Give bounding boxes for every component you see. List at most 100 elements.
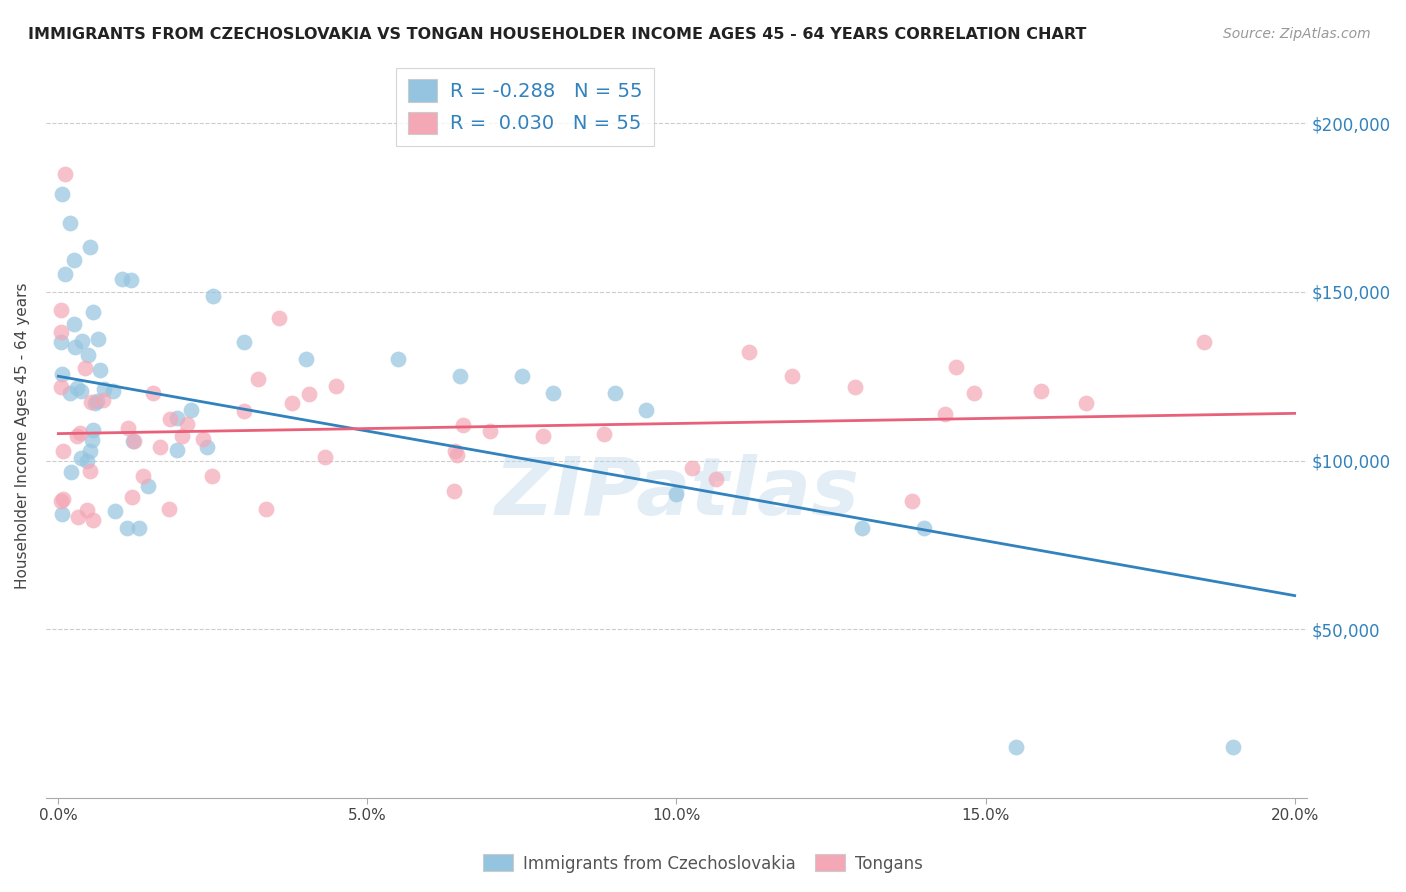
Point (780, 368, 803, 383)
Point (55, 267, 77, 281)
Point (111, 271, 134, 285)
Point (281, 396, 304, 410)
Point (665, 487, 688, 501)
Point (681, 461, 703, 475)
Legend: R = -0.288   N = 55, R =  0.030   N = 55: R = -0.288 N = 55, R = 0.030 N = 55 (396, 68, 654, 145)
Point (121, 491, 143, 505)
Point (195, 440, 218, 454)
Point (1076, 396, 1098, 410)
Point (89, 362, 111, 376)
Point (70, 384, 93, 399)
Point (51, 494, 73, 508)
Point (298, 387, 321, 401)
Text: ZIPatlas: ZIPatlas (494, 454, 859, 533)
Point (122, 434, 145, 449)
Point (91, 392, 114, 407)
Point (180, 402, 202, 417)
Point (232, 404, 254, 418)
Point (246, 372, 269, 386)
Point (444, 444, 467, 458)
Point (166, 411, 188, 425)
Point (254, 501, 277, 516)
Point (201, 289, 224, 303)
Point (912, 521, 935, 535)
Point (963, 386, 986, 401)
Point (93, 382, 115, 396)
Point (117, 421, 139, 435)
Point (51, 303, 73, 318)
Point (73, 361, 96, 376)
Point (166, 443, 188, 458)
Point (103, 504, 125, 518)
Point (76, 502, 98, 516)
Point (124, 434, 146, 448)
Point (1222, 740, 1244, 755)
Point (901, 494, 924, 508)
Point (86, 332, 108, 346)
Point (1031, 384, 1053, 399)
Point (51, 186, 73, 201)
Point (294, 352, 316, 367)
Point (1005, 740, 1028, 755)
Point (453, 417, 475, 432)
Point (269, 310, 291, 325)
Point (446, 448, 468, 462)
Point (80, 394, 103, 409)
Point (82, 305, 104, 319)
Point (59, 385, 82, 400)
Legend: Immigrants from Czechoslovakia, Tongans: Immigrants from Czechoslovakia, Tongans (477, 847, 929, 880)
Point (51, 508, 73, 522)
Point (541, 386, 564, 401)
Point (115, 521, 138, 535)
Point (84, 396, 107, 410)
Point (142, 386, 165, 401)
Point (70, 334, 93, 349)
Point (51, 325, 73, 339)
Point (704, 472, 727, 486)
Point (65, 429, 87, 443)
Point (149, 440, 172, 454)
Point (79, 464, 101, 478)
Point (844, 380, 866, 394)
Y-axis label: Householder Income Ages 45 - 64 years: Householder Income Ages 45 - 64 years (15, 282, 30, 589)
Point (86, 393, 108, 408)
Text: Source: ZipAtlas.com: Source: ZipAtlas.com (1223, 27, 1371, 41)
Point (634, 403, 657, 417)
Point (52, 443, 75, 458)
Point (51, 380, 73, 394)
Point (63, 252, 86, 267)
Text: IMMIGRANTS FROM CZECHOSLOVAKIA VS TONGAN HOUSEHOLDER INCOME AGES 45 - 64 YEARS C: IMMIGRANTS FROM CZECHOSLOVAKIA VS TONGAN… (28, 27, 1087, 42)
Point (101, 384, 124, 398)
Point (69, 426, 91, 441)
Point (52, 491, 75, 506)
Point (159, 412, 181, 426)
Point (387, 352, 409, 367)
Point (128, 521, 150, 535)
Point (449, 369, 471, 384)
Point (136, 479, 159, 493)
Point (325, 378, 347, 392)
Point (66, 382, 89, 396)
Point (232, 335, 254, 350)
Point (479, 424, 502, 438)
Point (51, 334, 73, 349)
Point (443, 483, 465, 498)
Point (593, 426, 616, 441)
Point (82, 423, 104, 437)
Point (53, 167, 76, 181)
Point (51, 368, 73, 382)
Point (191, 432, 214, 446)
Point (79, 240, 101, 254)
Point (603, 386, 626, 401)
Point (60, 465, 83, 479)
Point (851, 521, 873, 535)
Point (314, 450, 336, 464)
Point (70, 451, 93, 466)
Point (934, 407, 956, 421)
Point (201, 468, 224, 483)
Point (945, 359, 967, 374)
Point (737, 344, 759, 359)
Point (531, 429, 554, 443)
Point (79, 444, 101, 458)
Point (170, 429, 193, 443)
